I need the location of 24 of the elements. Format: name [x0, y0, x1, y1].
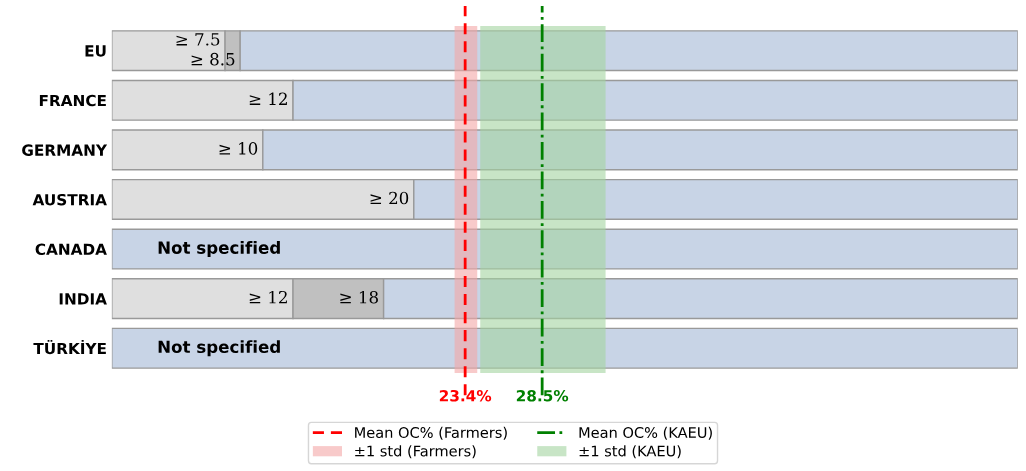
- annotation: 23.4%: [439, 389, 492, 402]
- annotation: 28.5%: [516, 389, 569, 402]
- y-tick-label: GERMANY: [22, 144, 108, 156]
- data-label: Not specified: [158, 240, 280, 258]
- legend-label: Mean OC% (Farmers): [355, 426, 507, 440]
- y-tick-label: AUSTRIA: [32, 193, 107, 206]
- data-label: Not specified: [158, 340, 280, 357]
- y-tick-label: TÜRKİYE: [33, 339, 106, 355]
- data-label: ≥ 12: [249, 92, 287, 105]
- bar: [111, 327, 1018, 369]
- data-label: ≥ 10: [219, 142, 258, 155]
- data-label: ≥ 20: [370, 191, 409, 205]
- data-label: ≥ 7.5: [176, 33, 220, 46]
- y-tick-label: INDIA: [59, 293, 107, 305]
- legend-label: Mean OC% (KAEU): [579, 426, 712, 440]
- y-tick-label: FRANCE: [39, 94, 106, 107]
- y-tick-label: EU: [85, 45, 106, 57]
- y-tick-label: CANADA: [35, 243, 107, 256]
- data-label: ≥ 18: [340, 290, 378, 304]
- data-label: ≥ 8.5: [191, 52, 235, 66]
- bar: [111, 228, 1018, 270]
- data-label: ≥ 12: [249, 290, 287, 304]
- legend-label: ±1 std (KAEU): [579, 445, 681, 459]
- legend-label: ±1 std (Farmers): [355, 445, 476, 459]
